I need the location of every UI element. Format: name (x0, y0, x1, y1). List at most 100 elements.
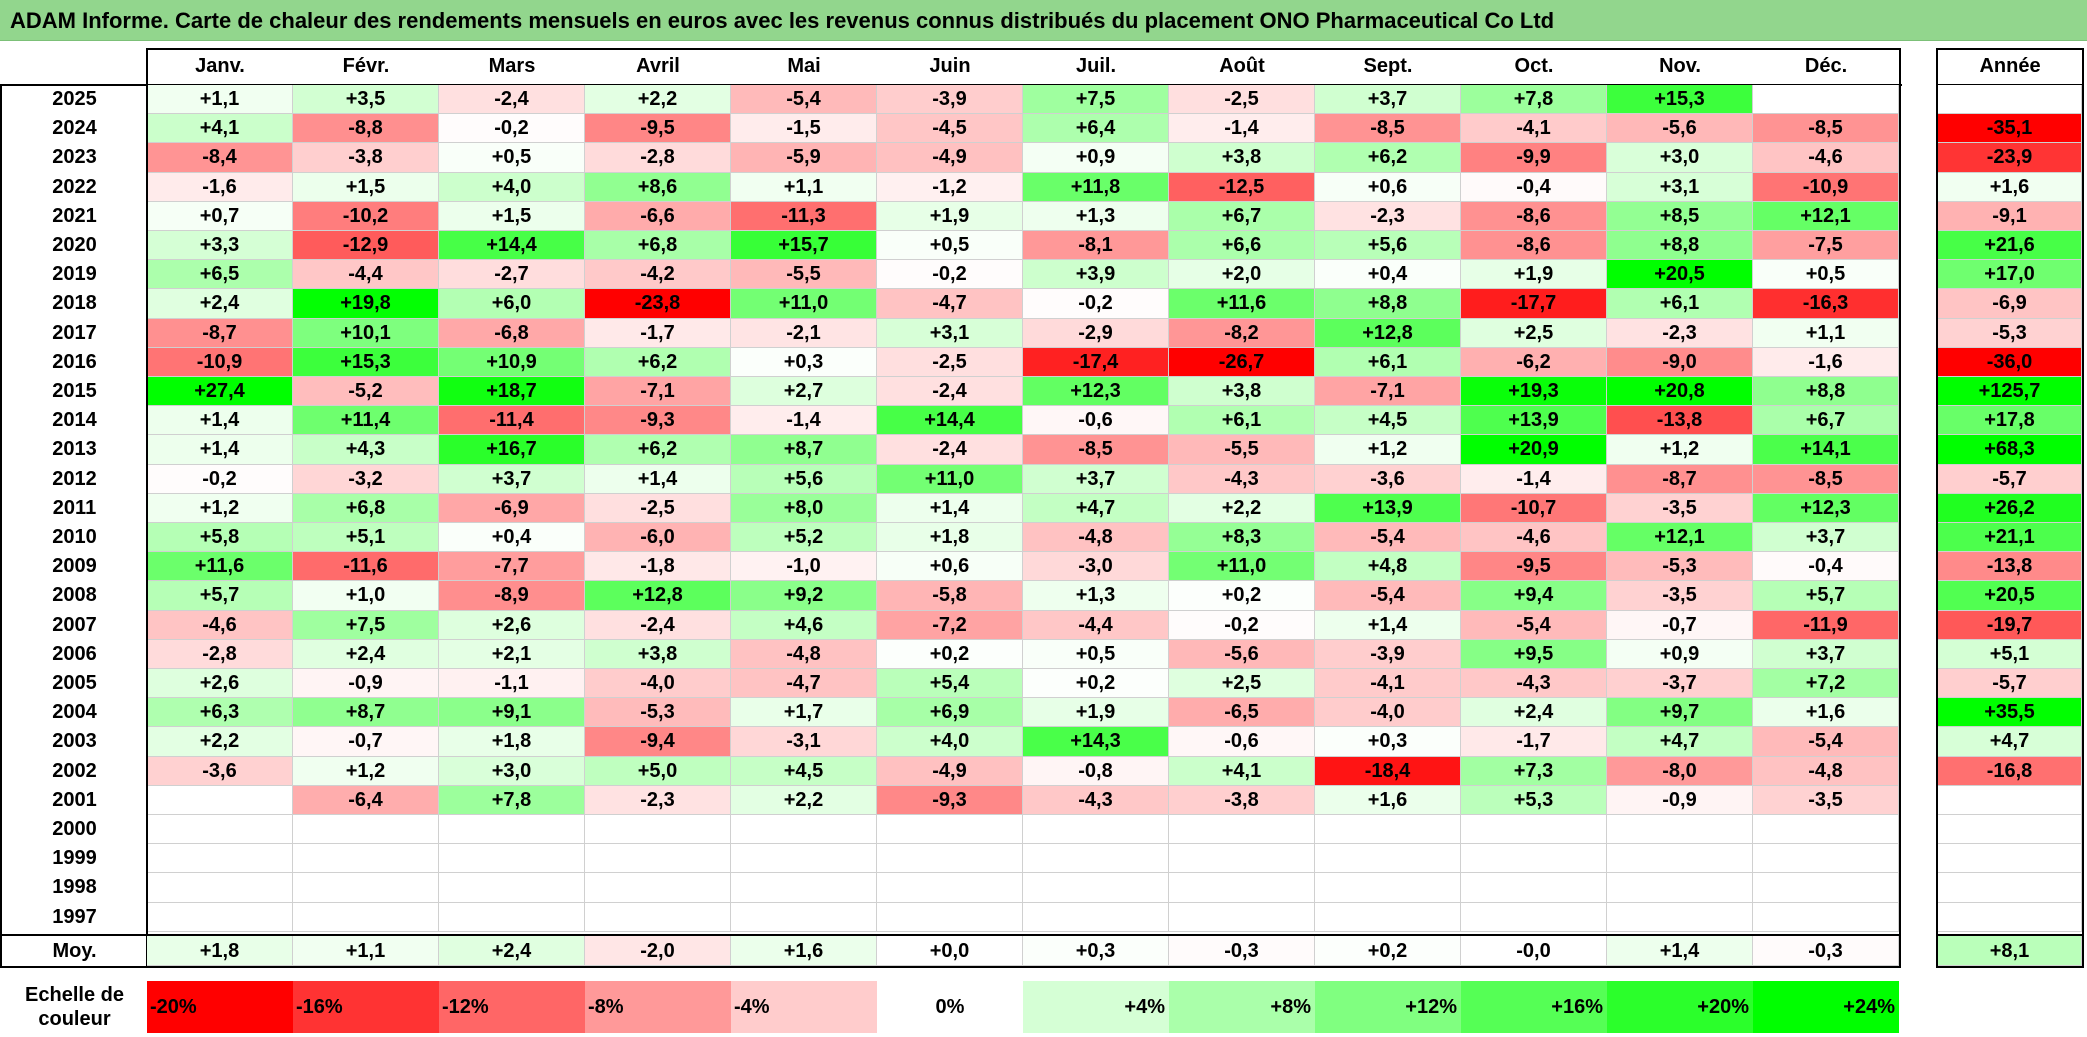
heatmap-cell (877, 815, 1023, 845)
year-label: 1999 (52, 847, 97, 870)
heatmap-cell: +12,8 (1315, 318, 1461, 348)
year-label: 2003 (52, 730, 97, 753)
heatmap-cell: +1,0 (293, 581, 439, 611)
heatmap-cell: -3,8 (293, 143, 439, 173)
heatmap-cell (585, 815, 731, 845)
average-cell: +1,6 (731, 936, 877, 966)
heatmap-cell (1169, 902, 1315, 932)
heatmap-cell: +3,8 (585, 639, 731, 669)
heatmap-cell: +4,3 (293, 435, 439, 465)
heatmap-cell: -9,4 (585, 727, 731, 757)
heatmap-cell: -10,9 (147, 347, 293, 377)
heatmap-cell: +1,3 (1023, 581, 1169, 611)
average-cell: +0,3 (1023, 936, 1169, 966)
heatmap-cell: +0,5 (1023, 639, 1169, 669)
heatmap-cell (293, 815, 439, 845)
month-header: Déc. (1753, 48, 1899, 84)
year-label: 2018 (52, 292, 97, 315)
annual-cell: +26,2 (1938, 493, 2082, 523)
heatmap-cell: -2,4 (877, 435, 1023, 465)
heatmap-cell: +1,1 (1753, 318, 1899, 348)
heatmap-cell: -2,4 (439, 85, 585, 115)
heatmap-cell: +10,1 (293, 318, 439, 348)
heatmap-cell: +7,5 (293, 610, 439, 640)
grid-line (0, 934, 1901, 936)
heatmap-cell: +11,0 (1169, 552, 1315, 582)
heatmap-cell: +2,5 (1169, 669, 1315, 699)
month-header: Févr. (293, 48, 439, 84)
heatmap-cell: -4,1 (1461, 114, 1607, 144)
average-label: Moy. (52, 940, 97, 962)
heatmap-cell: -4,9 (877, 756, 1023, 786)
annual-cell: -9,1 (1938, 201, 2082, 231)
annual-cell (1938, 785, 2082, 815)
heatmap-cell: +20,5 (1607, 260, 1753, 290)
heatmap-cell: -5,5 (1169, 435, 1315, 465)
heatmap-cell (293, 844, 439, 874)
heatmap-cell: -7,1 (585, 377, 731, 407)
heatmap-cell: -1,0 (731, 552, 877, 582)
heatmap-cell: +6,2 (1315, 143, 1461, 173)
heatmap-cell: -4,8 (731, 639, 877, 669)
heatmap-cell: -4,8 (1753, 756, 1899, 786)
heatmap-cell: -8,8 (293, 114, 439, 144)
heatmap-cell: -12,9 (293, 231, 439, 261)
heatmap-cell: -3,8 (1169, 785, 1315, 815)
heatmap-cell: +2,2 (147, 727, 293, 757)
heatmap-cell: -6,0 (585, 523, 731, 553)
heatmap-cell: +1,2 (293, 756, 439, 786)
year-label: 2002 (52, 759, 97, 782)
heatmap-cell (1023, 815, 1169, 845)
heatmap-cell: -6,2 (1461, 347, 1607, 377)
year-label: 2012 (52, 467, 97, 490)
heatmap-cell: -0,4 (1753, 552, 1899, 582)
heatmap-cell (1607, 902, 1753, 932)
heatmap-cell: -0,2 (877, 260, 1023, 290)
heatmap-cell: +7,3 (1461, 756, 1607, 786)
heatmap-cell: -1,5 (731, 114, 877, 144)
year-label: 2025 (52, 88, 97, 110)
heatmap-cell (1461, 873, 1607, 903)
heatmap-cell: +2,5 (1461, 318, 1607, 348)
annual-cell: +5,1 (1938, 639, 2082, 669)
year-label: 2023 (52, 146, 97, 169)
heatmap-cell (1023, 902, 1169, 932)
heatmap-cell (147, 785, 293, 815)
heatmap-cell: +0,3 (1315, 727, 1461, 757)
heatmap-cell: -1,4 (731, 406, 877, 436)
heatmap-cell: +0,4 (439, 523, 585, 553)
heatmap-cell: -9,3 (585, 406, 731, 436)
heatmap-cell: +1,7 (731, 698, 877, 728)
average-cell: +1,8 (147, 936, 293, 966)
scale-swatch: +16% (1461, 981, 1607, 1033)
scale-swatch: +12% (1315, 981, 1461, 1033)
heatmap-cell: -4,5 (877, 114, 1023, 144)
heatmap-cell: +0,6 (1315, 172, 1461, 202)
heatmap-cell: +9,2 (731, 581, 877, 611)
annual-cell (1938, 85, 2082, 115)
heatmap-cell: +6,5 (147, 260, 293, 290)
annual-cell: -5,7 (1938, 464, 2082, 494)
heatmap-cell: -4,6 (147, 610, 293, 640)
heatmap-cell: -0,6 (1023, 406, 1169, 436)
heatmap-cell: +1,4 (1315, 610, 1461, 640)
heatmap-cell: +0,5 (1753, 260, 1899, 290)
heatmap-cell: -0,8 (1023, 756, 1169, 786)
heatmap-cell (1461, 902, 1607, 932)
heatmap-cell: +8,7 (293, 698, 439, 728)
year-label: 2013 (52, 438, 97, 461)
heatmap-cell: +8,0 (731, 493, 877, 523)
heatmap-cell: +3,1 (1607, 172, 1753, 202)
heatmap-cell: +6,3 (147, 698, 293, 728)
heatmap-cell: +1,3 (1023, 201, 1169, 231)
heatmap-cell (877, 902, 1023, 932)
month-header: Juil. (1023, 48, 1169, 84)
heatmap-cell: -2,5 (1169, 85, 1315, 115)
heatmap-cell (1315, 815, 1461, 845)
heatmap-cell: +2,2 (585, 85, 731, 115)
heatmap-cell: -2,5 (585, 493, 731, 523)
year-label: 2015 (52, 380, 97, 402)
heatmap-cell: -3,6 (147, 756, 293, 786)
heatmap-cell: +6,0 (439, 289, 585, 319)
heatmap-cell (1315, 902, 1461, 932)
